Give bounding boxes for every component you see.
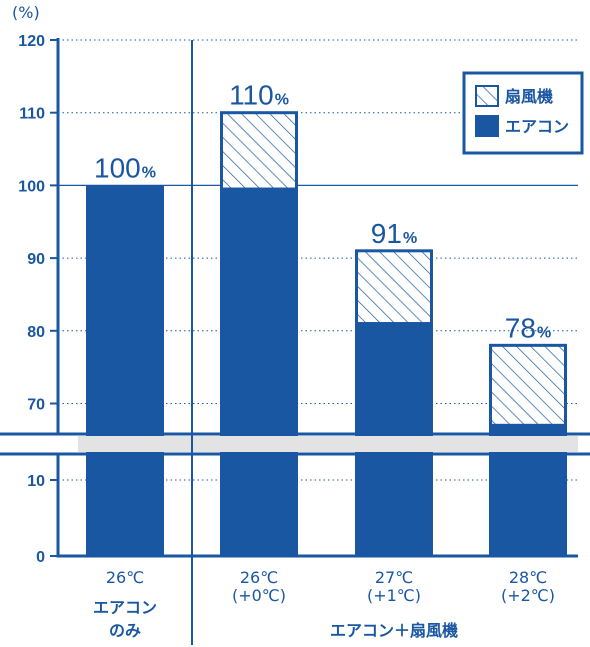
axes — [0, 38, 590, 645]
x-tick-sublabel: (+0℃) — [232, 586, 286, 605]
total-label-unit: % — [403, 230, 417, 247]
total-label-value: 78 — [505, 312, 536, 343]
x-tick-label: 27℃ — [375, 568, 413, 587]
total-label-unit: % — [537, 324, 551, 341]
bar-segment-aircon — [355, 442, 433, 556]
total-label-value: 91 — [371, 218, 402, 249]
y-tick-label: 10 — [27, 473, 45, 490]
y-tick-label: 90 — [27, 251, 45, 268]
bar-segment-aircon — [355, 323, 433, 440]
bars — [86, 111, 567, 556]
x-tick-label: 28℃ — [509, 568, 547, 587]
axis-break-band — [78, 436, 578, 452]
bar-segment-aircon — [220, 189, 298, 440]
y-tick-label: 110 — [19, 106, 45, 123]
total-label: 91% — [371, 218, 417, 249]
total-label-value: 100 — [94, 152, 141, 183]
y-tick-label: 80 — [27, 324, 45, 341]
bar-segment-aircon — [86, 185, 164, 440]
legend-label: 扇風機 — [505, 87, 553, 106]
bar-segment-aircon — [220, 442, 298, 556]
y-tick-label: 100 — [18, 178, 45, 195]
group-label: エアコン＋扇風機 — [330, 621, 458, 640]
legend-swatch — [475, 115, 499, 137]
group-label: のみ — [109, 621, 141, 640]
y-tick-labels: 70 80 90 100 110 120 0 10 — [18, 33, 45, 566]
y-unit-label: (%) — [12, 3, 40, 22]
legend-label: エアコン — [505, 117, 569, 136]
group-label: エアコン — [93, 598, 157, 617]
y-tick-label: 0 — [36, 549, 45, 566]
y-tick-label: 120 — [18, 33, 45, 50]
total-label-unit: % — [142, 164, 156, 181]
bar-segment-aircon — [86, 442, 164, 556]
legend-swatch — [475, 85, 499, 107]
bar-segment-aircon — [489, 442, 567, 556]
bar-segment-fan — [489, 343, 567, 427]
y-tick-label: 70 — [27, 397, 45, 414]
bar-segment-fan — [355, 249, 433, 326]
x-tick-label: 26℃ — [240, 568, 278, 587]
total-label: 110% — [229, 80, 289, 111]
total-label-value: 110 — [229, 80, 274, 111]
bar-segment-fan — [220, 111, 298, 191]
x-tick-sublabel: (+2℃) — [501, 586, 555, 605]
x-tick-label: 26℃ — [106, 568, 144, 587]
x-tick-sublabel: (+1℃) — [367, 586, 421, 605]
total-label-unit: % — [275, 92, 289, 109]
total-label: 78% — [505, 312, 551, 343]
total-labels: 100%110%91%78% — [94, 80, 551, 344]
total-label: 100% — [94, 152, 156, 183]
